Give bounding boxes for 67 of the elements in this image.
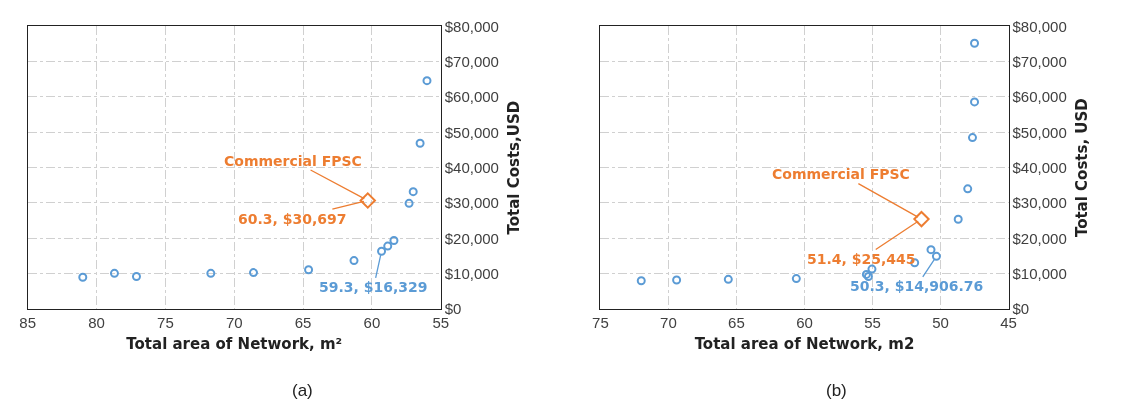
point [926,245,936,255]
x-tick-label: 50 [932,314,949,332]
point [967,133,977,143]
y-tick-label: $10,000 [444,264,499,282]
annotation: Commercial FPSC [772,166,910,182]
point [636,276,646,286]
point [109,268,119,278]
x-tick-label: 70 [660,314,677,332]
point [723,274,733,284]
point [78,272,88,282]
y-axis-title: Total Costs, USD [1072,98,1091,238]
point [249,268,259,278]
y-tick-label: $20,000 [1012,229,1067,247]
y-tick-label: $60,000 [1012,88,1067,106]
y-tick-label: $40,000 [444,158,499,176]
y-tick-label: $50,000 [444,123,499,141]
y-tick-label: $20,000 [444,229,499,247]
point [970,97,980,107]
x-tick-label: 55 [864,314,881,332]
y-tick-label: $80,000 [1012,17,1067,35]
point [931,251,941,261]
point [970,38,980,48]
annotation: 50.3, $14,906.76 [850,278,984,294]
x-tick-label: 80 [88,314,105,332]
point [404,198,414,208]
point [377,246,387,256]
x-tick-label: 65 [294,314,312,332]
x-tick-label: 65 [728,314,745,332]
x-tick-label: 60 [363,314,381,332]
point [963,184,973,194]
point [422,76,432,86]
x-axis-title: Total area of Network, m2 [694,335,915,354]
y-tick-label: $70,000 [444,52,499,70]
point [131,272,141,281]
x-tick-label: 70 [225,314,243,332]
y-tick-label: $10,000 [1012,264,1067,282]
point [304,265,314,275]
y-tick-label: $50,000 [1012,123,1067,141]
y-axis-title: Total Costs,USD [504,100,523,235]
y-tick-label: $60,000 [444,88,499,106]
annotation: 60.3, $30,697 [238,211,347,227]
annotation: 59.3, $16,329 [319,279,428,295]
x-tick-label: 60 [796,314,813,332]
point [206,268,216,278]
text: (b) [826,381,847,400]
y-tick-label: $80,000 [444,17,499,35]
y-tick-label: $30,000 [444,194,499,212]
y-tick-label: $40,000 [1012,158,1067,176]
point [359,192,376,209]
x-tick-label: 75 [157,314,174,332]
y-tick-label: $30,000 [1012,194,1067,212]
point [913,210,930,228]
point [672,275,682,285]
point [408,187,418,197]
point [349,256,359,266]
y-tick-label: $70,000 [1012,52,1067,70]
point [415,138,425,148]
x-tick-label: 75 [592,314,609,332]
x-axis-title: Total area of Network, m² [126,335,343,354]
annotation: Commercial FPSC [224,153,362,169]
text: (a) [292,381,313,400]
x-tick-label: 85 [19,314,37,332]
annotation: 51.4, $25,445 [807,251,916,267]
point [953,214,963,224]
point [791,274,801,284]
point [389,235,399,245]
point [383,241,393,251]
